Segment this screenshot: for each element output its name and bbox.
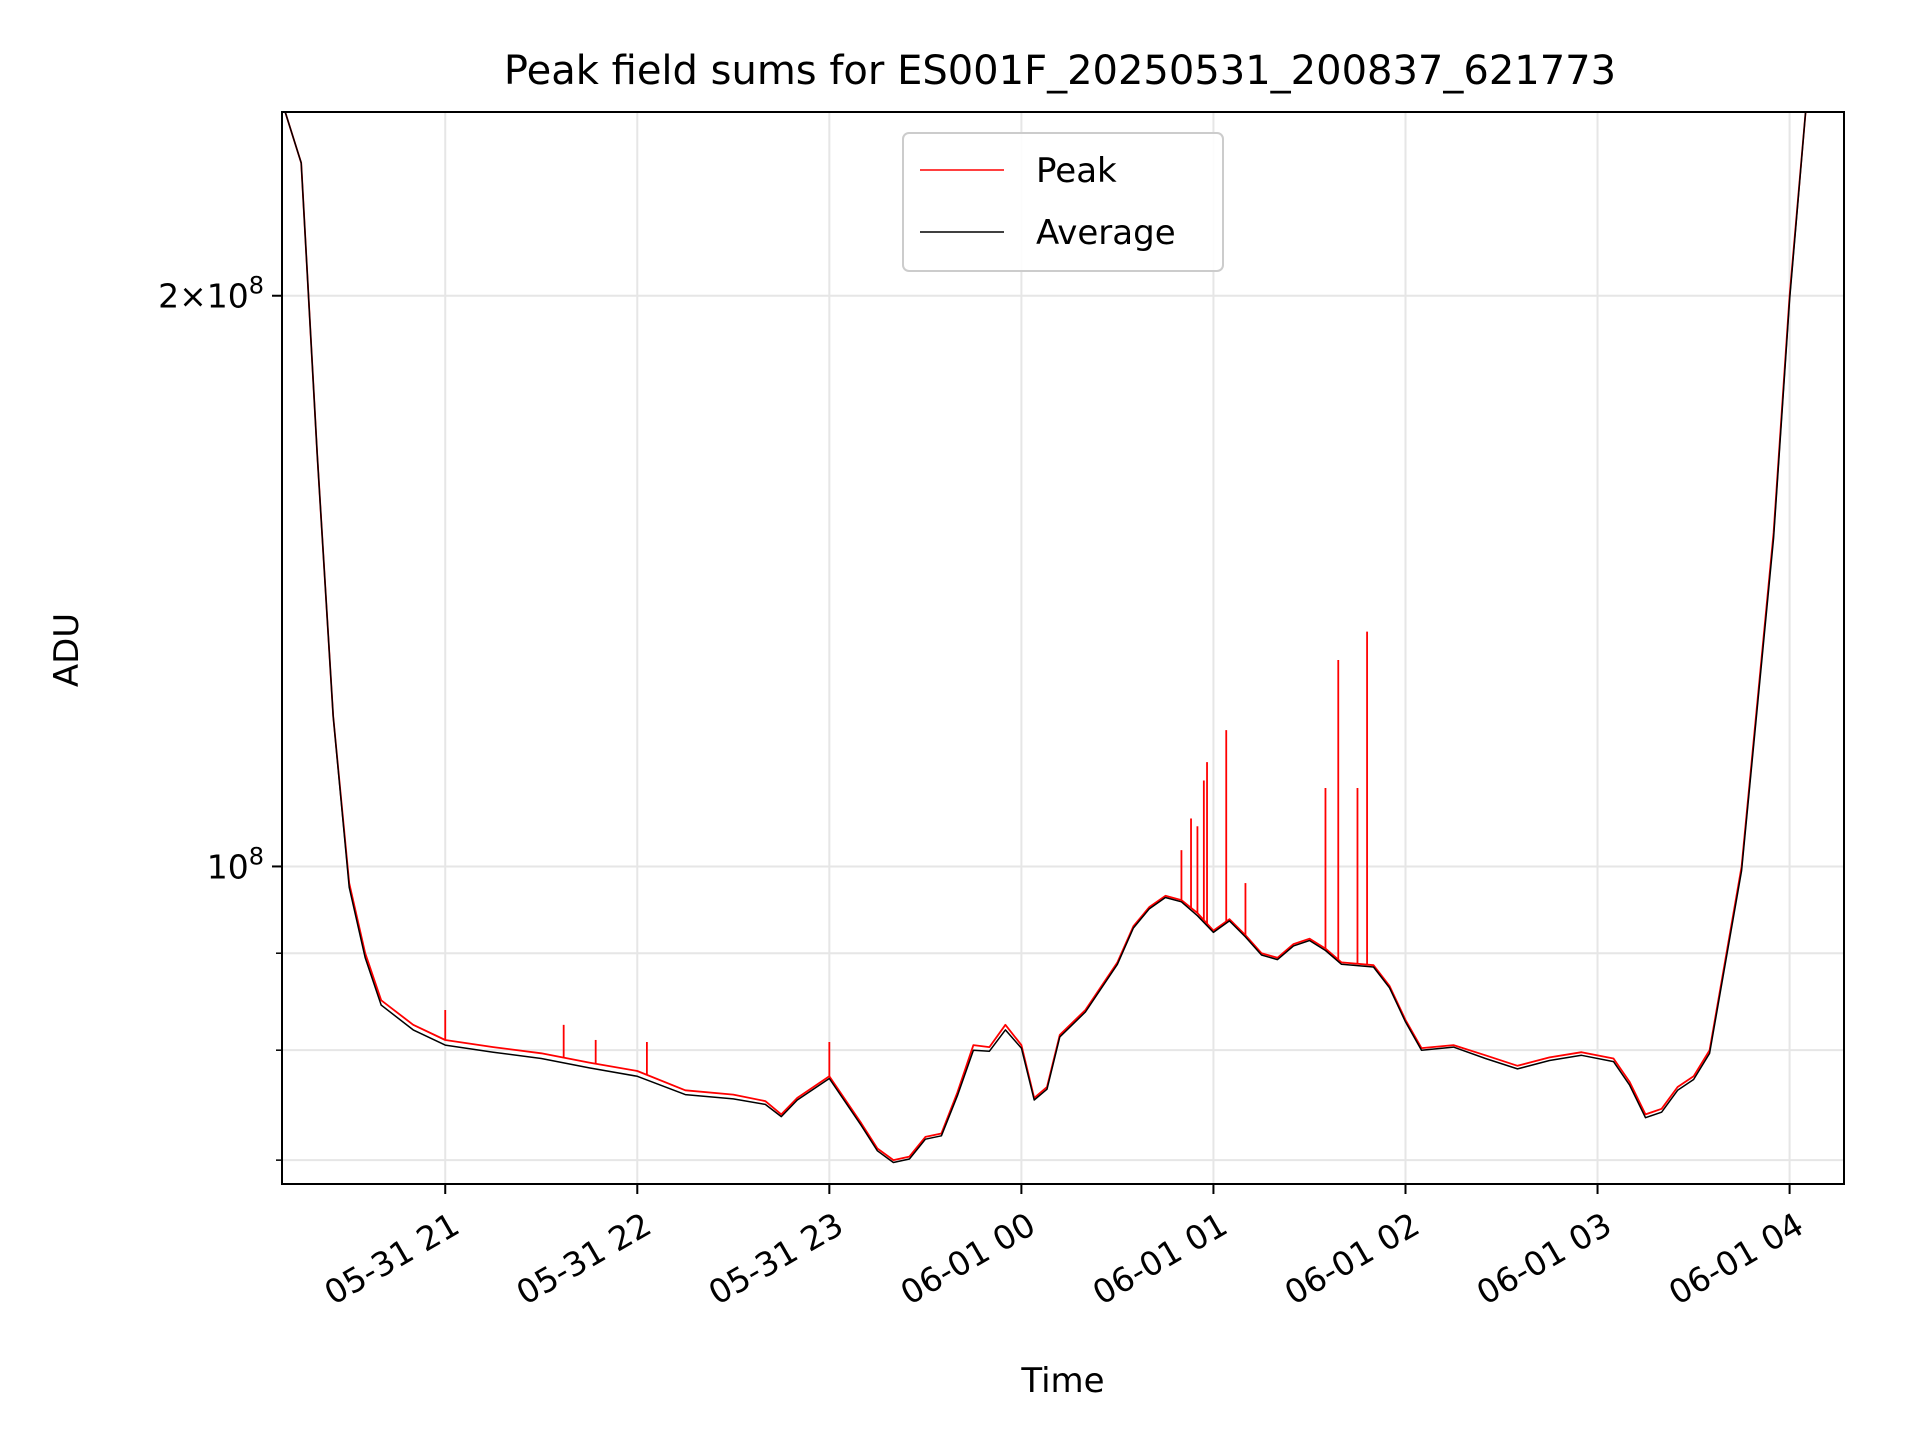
y-tick-label: 2×108 <box>158 272 264 316</box>
legend-box <box>902 132 1224 272</box>
series-line-peak <box>284 112 1807 1161</box>
legend-label-average: Average <box>1036 213 1176 253</box>
plot-series <box>284 112 1807 1164</box>
legend-label-peak: Peak <box>1036 151 1117 191</box>
plot-frame <box>281 111 1845 1185</box>
chart-title: Peak field sums for ES001F_20250531_2008… <box>504 48 1616 94</box>
series-line-average <box>284 112 1807 1164</box>
y-ticks: 2×108 108 <box>158 272 282 1161</box>
y-axis-label: ADU <box>47 613 87 687</box>
y-tick-label: 108 <box>207 842 264 886</box>
x-axis-label: Time <box>1020 1361 1104 1401</box>
legend: Peak Average <box>902 132 1224 272</box>
